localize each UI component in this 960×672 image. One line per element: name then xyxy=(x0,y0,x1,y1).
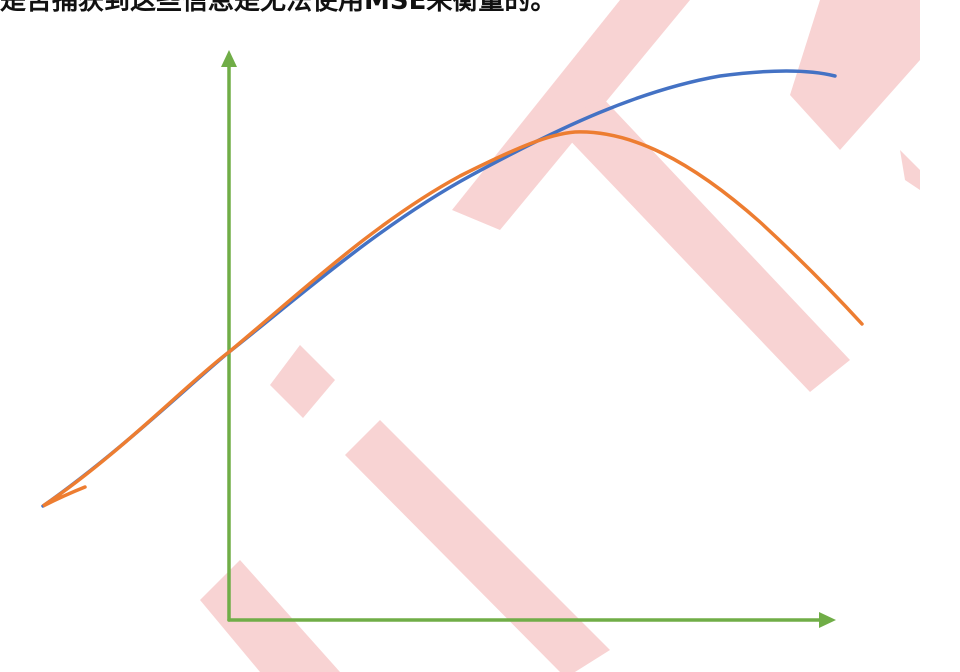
watermark-stroke-c xyxy=(900,150,920,190)
watermark-stroke-b xyxy=(790,0,920,150)
orange-curve xyxy=(42,130,864,508)
watermark xyxy=(200,0,920,672)
watermark-stroke-f xyxy=(200,560,340,672)
watermark-stroke-d xyxy=(560,95,850,392)
axes xyxy=(221,50,836,628)
y-axis-arrow xyxy=(221,50,237,67)
x-axis-arrow xyxy=(819,612,836,628)
watermark-dot xyxy=(270,345,335,418)
caption-text: 是否捕获到这些信息是无法使用MSE来衡量的。 xyxy=(0,0,557,16)
watermark-stroke-a xyxy=(452,0,690,230)
watermark-stroke-e xyxy=(345,420,610,672)
